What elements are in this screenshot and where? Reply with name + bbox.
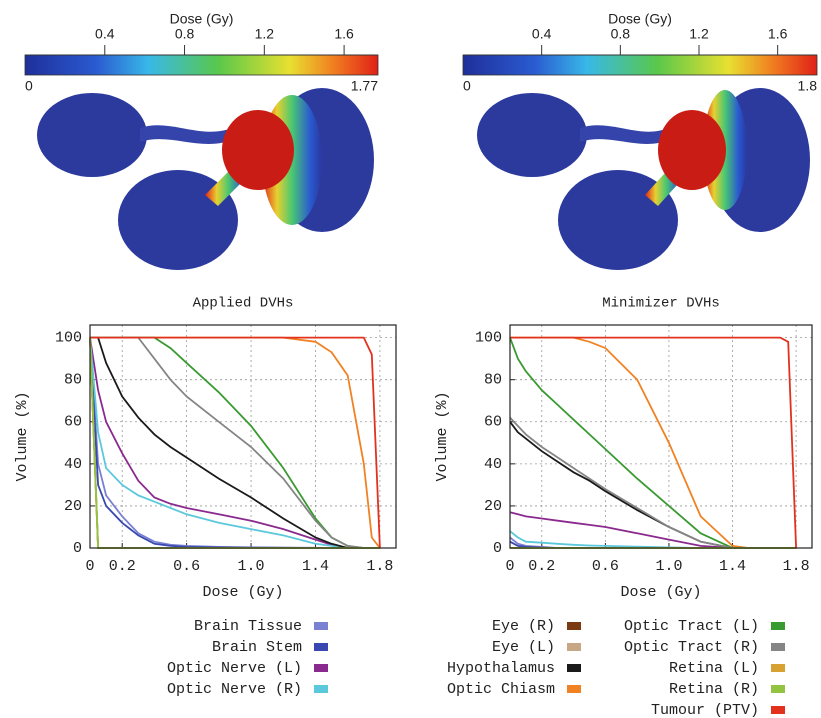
legend-label: Optic Chiasm (447, 681, 555, 698)
legend-label: Optic Nerve (L) (167, 660, 302, 677)
dvh-line (89, 337, 380, 549)
dvh-line (510, 336, 797, 549)
y-tick-label: 40 (484, 456, 502, 473)
colorbar-tick-label: 1.2 (689, 26, 709, 42)
x-tick-label: 0 (505, 558, 514, 575)
dvh-line (509, 530, 797, 549)
dvh-line (509, 421, 797, 549)
legend-label: Eye (L) (492, 639, 555, 656)
legend-swatch (771, 706, 785, 714)
x-axis-label: Dose (Gy) (620, 584, 701, 601)
x-axis-label: Dose (Gy) (202, 584, 283, 601)
colorbar-title: Dose (Gy) (608, 11, 672, 27)
y-tick-label: 100 (475, 330, 502, 347)
legend-swatch (314, 664, 328, 672)
colorbar-tick-label: 0.4 (532, 26, 552, 42)
legend-swatch (314, 685, 328, 693)
dvh-line (89, 337, 380, 549)
dvh-line (90, 336, 380, 549)
legend-label: Optic Tract (R) (624, 639, 759, 656)
dvh-line (90, 336, 381, 549)
dvh-line (90, 336, 381, 549)
y-tick-label: 20 (484, 498, 502, 515)
x-tick-label: 0.6 (173, 558, 200, 575)
legend-label: Retina (L) (669, 660, 759, 677)
legend-swatch (567, 643, 581, 651)
x-tick-label: 1.8 (366, 558, 393, 575)
legend-swatch (771, 622, 785, 630)
legend-swatch (771, 664, 785, 672)
dose-rendering (477, 88, 810, 270)
dvh-line (510, 336, 797, 549)
legend-swatch (567, 664, 581, 672)
dvh-line (89, 337, 380, 549)
y-tick-label: 60 (484, 414, 502, 431)
dose-rendering (37, 88, 374, 270)
dvh-line (89, 337, 380, 549)
legend-label: Brain Stem (212, 639, 302, 656)
x-tick-label: 1.4 (719, 558, 746, 575)
legend-label: Eye (R) (492, 618, 555, 635)
y-tick-label: 80 (64, 372, 82, 389)
dvh-line (89, 337, 380, 549)
legend-label: Hypothalamus (447, 660, 555, 677)
colorbar (462, 54, 818, 76)
x-tick-label: 1.8 (783, 558, 810, 575)
legend-label: Optic Tract (L) (624, 618, 759, 635)
y-axis-label: Volume (%) (14, 391, 31, 481)
legend-swatch (567, 685, 581, 693)
y-tick-label: 100 (55, 330, 82, 347)
y-tick-label: 20 (64, 498, 82, 515)
x-tick-label: 0.6 (592, 558, 619, 575)
x-tick-label: 1.4 (302, 558, 329, 575)
dvh-line (90, 336, 380, 549)
dvh-line (89, 337, 380, 549)
colorbar-tick-label: 1.2 (255, 26, 275, 42)
legend-swatch (771, 685, 785, 693)
colorbar-tick-label: 1.6 (768, 26, 788, 42)
colorbar (24, 54, 379, 76)
legend-label: Brain Tissue (194, 618, 302, 635)
x-tick-label: 1.0 (238, 558, 265, 575)
plot-frame (509, 324, 813, 549)
x-tick-label: 0 (85, 558, 94, 575)
dvh-line (509, 337, 797, 549)
dvh-line (89, 337, 380, 549)
colorbar-tick-label: 0.8 (175, 26, 195, 42)
dvh-line (509, 416, 797, 549)
legend-label: Retina (R) (669, 681, 759, 698)
dvh-line (89, 337, 380, 549)
legend-label: Optic Nerve (R) (167, 681, 302, 698)
dvh-line (90, 336, 380, 549)
x-tick-label: 0.2 (528, 558, 555, 575)
legend-swatch (771, 643, 785, 651)
legend-swatch (314, 643, 328, 651)
colorbar-title: Dose (Gy) (170, 11, 234, 27)
plot-frame (89, 324, 397, 549)
y-tick-label: 60 (64, 414, 82, 431)
colorbar-max-label: 1.77 (351, 78, 378, 94)
chart-title: Applied DVHs (193, 296, 294, 312)
y-tick-label: 0 (73, 540, 82, 557)
y-tick-label: 0 (493, 540, 502, 557)
colorbar-tick-label: 0.8 (611, 26, 631, 42)
y-tick-label: 80 (484, 372, 502, 389)
x-tick-label: 0.2 (109, 558, 136, 575)
y-axis-label: Volume (%) (434, 391, 451, 481)
chart-title: Minimizer DVHs (602, 296, 720, 312)
y-tick-label: 40 (64, 456, 82, 473)
colorbar-max-label: 1.8 (798, 78, 818, 94)
colorbar-tick-label: 1.6 (334, 26, 354, 42)
colorbar-min-label: 0 (463, 78, 471, 94)
x-tick-label: 1.0 (655, 558, 682, 575)
legend-swatch (567, 622, 581, 630)
colorbar-min-label: 0 (25, 78, 33, 94)
legend-label: Tumour (PTV) (651, 702, 759, 718)
colorbar-tick-label: 0.4 (95, 26, 115, 42)
legend-swatch (314, 622, 328, 630)
